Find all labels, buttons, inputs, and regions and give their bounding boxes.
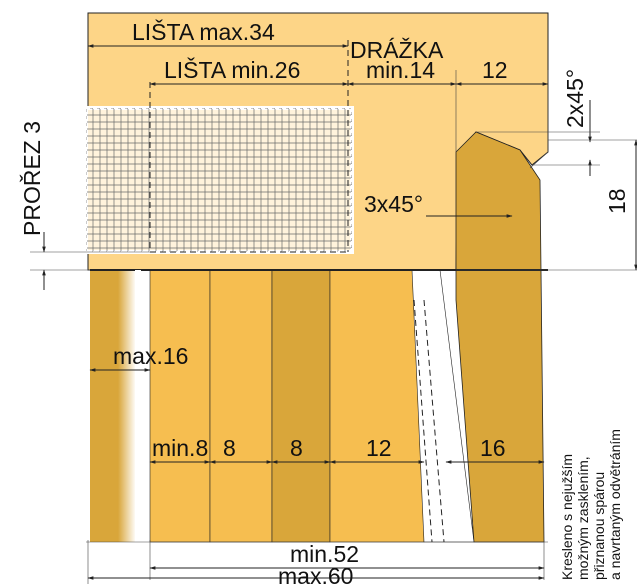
sash-layer-3	[209, 269, 273, 543]
note-line: a navrtaným odvětráním	[607, 429, 623, 580]
max60-label: max.60	[278, 563, 353, 584]
note-line: možným zasklením,	[575, 456, 591, 580]
lista-min-label: LIŠTA min.26	[164, 56, 300, 83]
sash-layer-4	[271, 269, 331, 543]
dimension-lines	[30, 44, 637, 584]
dim-16-label: 16	[480, 435, 506, 461]
min52-label: min.52	[290, 541, 359, 567]
sash-layers	[86, 131, 548, 543]
sash-layer-1	[90, 270, 118, 542]
chamfer-2x45-label: 2x45°	[562, 69, 588, 128]
chamfer-3x45-label: 3x45°	[364, 191, 423, 217]
dim-8a-label: 8	[223, 435, 236, 461]
note-line: Kresleno s nejužším	[559, 454, 575, 580]
lista-max-label: LIŠTA max.34	[132, 18, 275, 45]
drawing-note: Kresleno s nejužším možným zasklením, př…	[559, 429, 623, 580]
prorez-label: PROŘEZ 3	[19, 121, 45, 236]
dim-8b-label: 8	[290, 435, 303, 461]
sash-layer-2	[149, 269, 211, 543]
drazka-min-label: min.14	[366, 57, 435, 83]
drazka-label: DRÁŽKA	[350, 37, 444, 63]
note-line: přiznanou spárou	[591, 472, 607, 580]
max16-label: max.16	[113, 343, 188, 369]
sash-layer-5	[329, 269, 427, 543]
dim-12-label: 12	[366, 435, 392, 461]
glazing-bead-mesh	[84, 40, 354, 254]
min8-label: min.8	[152, 435, 208, 461]
sash-layer-1-fade	[118, 270, 136, 542]
dim-18-label: 18	[604, 188, 630, 214]
dim-12-top-label: 12	[482, 57, 508, 83]
stop-profile	[455, 131, 545, 543]
